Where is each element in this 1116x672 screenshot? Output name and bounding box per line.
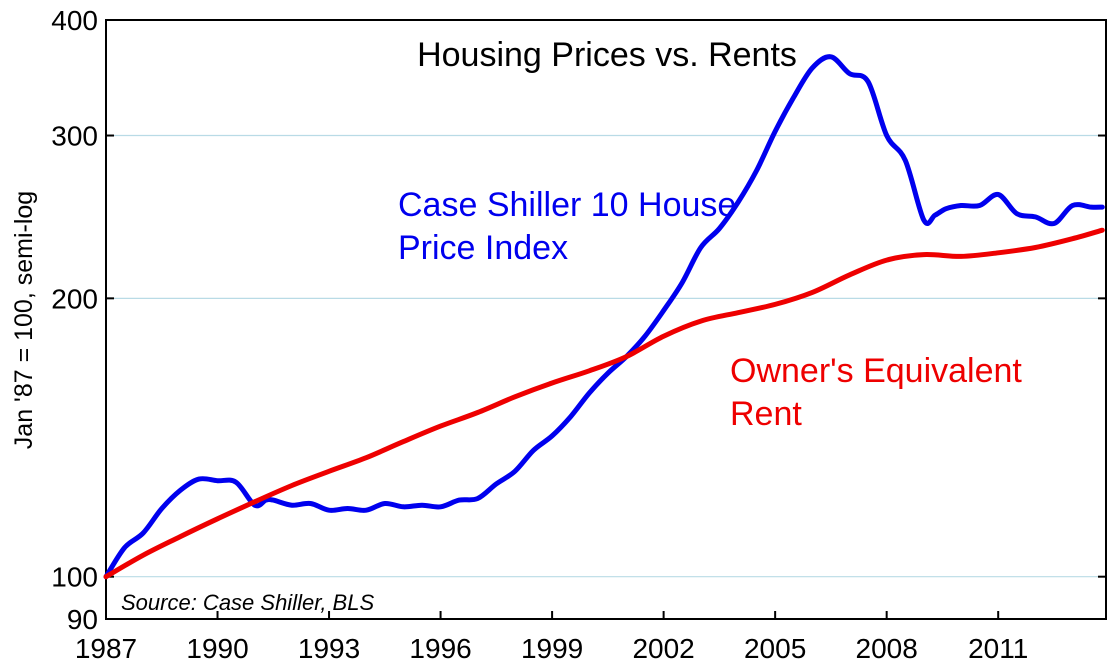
series-label-case-shiller-line1: Case Shiller 10 House (398, 186, 736, 224)
gridlines (106, 134, 1106, 578)
series-label-oer-line2: Rent (730, 395, 802, 433)
y-tick-label-200: 200 (51, 283, 98, 314)
y-tick-label-400: 400 (51, 5, 98, 36)
y-tick-label-100: 100 (51, 562, 98, 593)
series-lines (103, 54, 1105, 580)
x-axis-ticks: 1987 1990 1993 1996 1999 2002 2005 2008 2011 (75, 611, 1028, 664)
series-label-oer: Owner's Equivalent Rent (730, 352, 1031, 433)
x-tick-label-2002: 2002 (632, 633, 694, 664)
plot-frame (105, 19, 1107, 620)
y-tick-label-300: 300 (51, 121, 98, 152)
series-line-oer (103, 227, 1105, 580)
source-note: Source: Case Shiller, BLS (121, 590, 374, 615)
x-tick-label-1990: 1990 (186, 633, 248, 664)
y-axis-label: Jan '87 = 100, semi-log (10, 191, 38, 449)
x-tick-label-2011: 2011 (968, 633, 1028, 664)
chart-title: Housing Prices vs. Rents (417, 36, 797, 74)
x-tick-label-2008: 2008 (856, 633, 918, 664)
series-label-case-shiller-line2: Price Index (398, 229, 568, 267)
x-tick-label-1987: 1987 (75, 633, 137, 664)
series-label-oer-line1: Owner's Equivalent (730, 352, 1022, 390)
x-tick-label-1993: 1993 (298, 633, 360, 664)
y-tick-label-90: 90 (67, 604, 98, 635)
y-axis-ticks: 90 100 200 300 400 (51, 5, 1106, 635)
x-tick-label-1999: 1999 (521, 633, 583, 664)
series-line-case-shiller (103, 54, 1105, 580)
series-label-case-shiller: Case Shiller 10 House Price Index (398, 186, 746, 267)
x-tick-label-1996: 1996 (409, 633, 471, 664)
x-tick-label-2005: 2005 (744, 633, 806, 664)
